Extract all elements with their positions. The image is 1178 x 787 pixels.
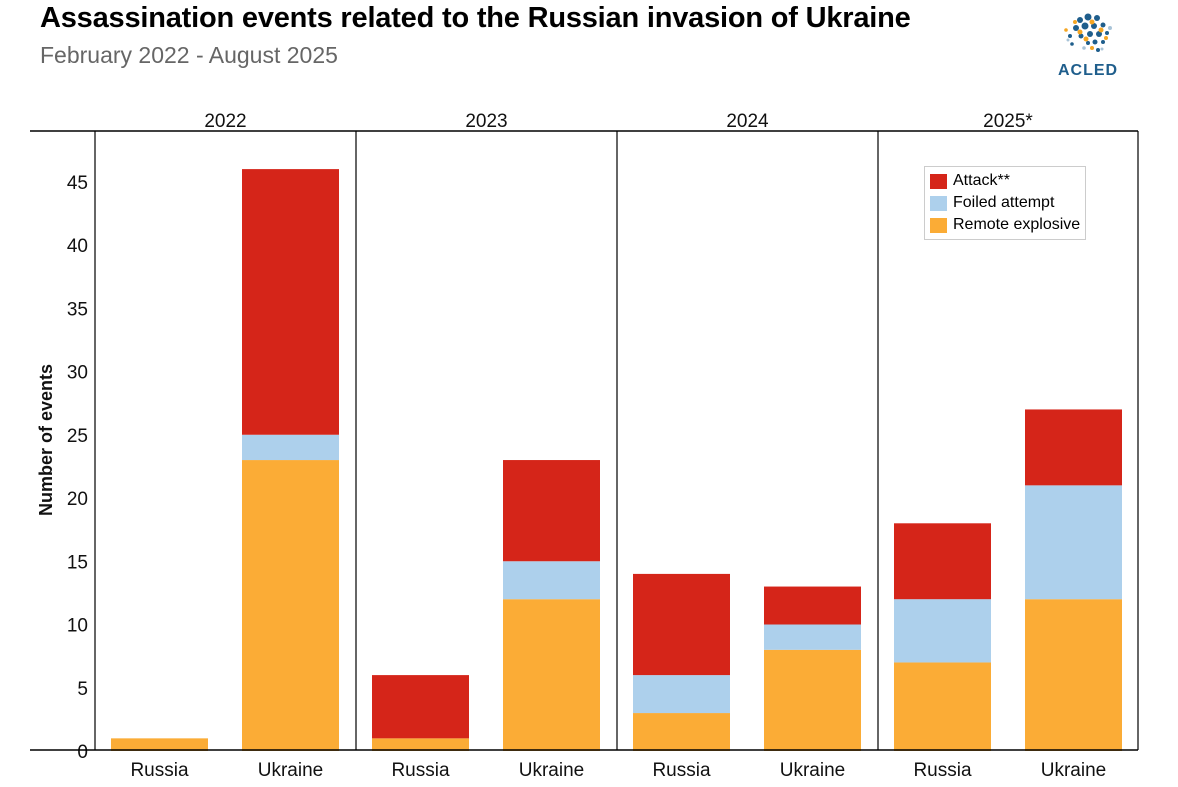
bar-2024-russia-remote-explosive <box>633 713 730 751</box>
bar-2024-ukraine-remote-explosive <box>764 649 861 751</box>
legend-swatch-remote-explosive <box>930 217 947 233</box>
bar-2022-ukraine-foiled-attempt <box>242 434 339 461</box>
x-tick-label-2024-ukraine: Ukraine <box>780 760 845 781</box>
bar-2023-russia-attack <box>372 675 469 739</box>
bar-2025-russia-remote-explosive <box>894 662 991 751</box>
y-tick-label-30: 30 <box>67 363 88 384</box>
bar-2022-ukraine-attack <box>242 169 339 435</box>
legend-item-foiled-attempt: Foiled attempt <box>930 192 1080 214</box>
bar-2023-russia-remote-explosive <box>372 738 469 751</box>
y-tick-label-0: 0 <box>77 742 88 763</box>
chart-subtitle: February 2022 - August 2025 <box>40 42 338 68</box>
x-tick-label-2025-russia: Russia <box>913 760 972 781</box>
acled-logo-text: ACLED <box>1058 62 1119 79</box>
y-tick-label-5: 5 <box>77 679 88 700</box>
x-tick-label-2022-ukraine: Ukraine <box>258 760 323 781</box>
x-tick-label-2024-russia: Russia <box>652 760 711 781</box>
panel-header-2023: 2023 <box>465 111 507 132</box>
legend-label-attack: Attack** <box>953 172 1010 189</box>
y-tick-label-45: 45 <box>67 173 88 194</box>
y-tick-label-35: 35 <box>67 299 88 320</box>
legend-swatch-attack <box>930 173 947 189</box>
x-tick-label-2023-russia: Russia <box>391 760 450 781</box>
legend-label-foiled-attempt: Foiled attempt <box>953 194 1055 211</box>
chart-title: Assassination events related to the Russ… <box>40 2 911 34</box>
bar-2025-russia-foiled-attempt <box>894 599 991 663</box>
bar-2025-ukraine-foiled-attempt <box>1025 485 1122 600</box>
panel-header-2022: 2022 <box>204 111 246 132</box>
bar-2023-ukraine-foiled-attempt <box>503 561 600 600</box>
y-tick-label-25: 25 <box>67 426 88 447</box>
bar-2025-ukraine-attack <box>1025 409 1122 486</box>
chart-legend: Attack** Foiled attempt Remote explosive <box>924 166 1087 240</box>
bar-2025-russia-attack <box>894 523 991 600</box>
panel-header-2024: 2024 <box>726 111 769 132</box>
bar-2025-ukraine-remote-explosive <box>1025 599 1122 751</box>
acled-globe-logo <box>1064 13 1112 52</box>
y-axis-label: Number of events <box>36 364 56 516</box>
legend-item-attack: Attack** <box>930 170 1080 192</box>
bar-2024-russia-attack <box>633 573 730 676</box>
x-tick-label-2025-ukraine: Ukraine <box>1041 760 1106 781</box>
legend-swatch-foiled-attempt <box>930 195 947 211</box>
y-tick-label-20: 20 <box>67 489 88 510</box>
bar-2024-ukraine-foiled-attempt <box>764 624 861 650</box>
y-tick-label-15: 15 <box>67 552 88 573</box>
bar-2023-ukraine-attack <box>503 460 600 562</box>
x-tick-label-2023-ukraine: Ukraine <box>519 760 584 781</box>
panel-header-2025: 2025* <box>983 111 1033 132</box>
bar-2022-ukraine-remote-explosive <box>242 460 339 751</box>
bar-2024-ukraine-attack <box>764 586 861 625</box>
y-tick-label-10: 10 <box>67 616 88 637</box>
legend-label-remote-explosive: Remote explosive <box>953 216 1081 233</box>
bar-2022-russia-remote-explosive <box>111 738 208 751</box>
y-tick-label-40: 40 <box>67 236 88 257</box>
legend-item-remote-explosive: Remote explosive <box>930 214 1080 236</box>
x-tick-label-2022-russia: Russia <box>130 760 189 781</box>
bar-2023-ukraine-remote-explosive <box>503 599 600 751</box>
bar-2024-russia-foiled-attempt <box>633 675 730 714</box>
